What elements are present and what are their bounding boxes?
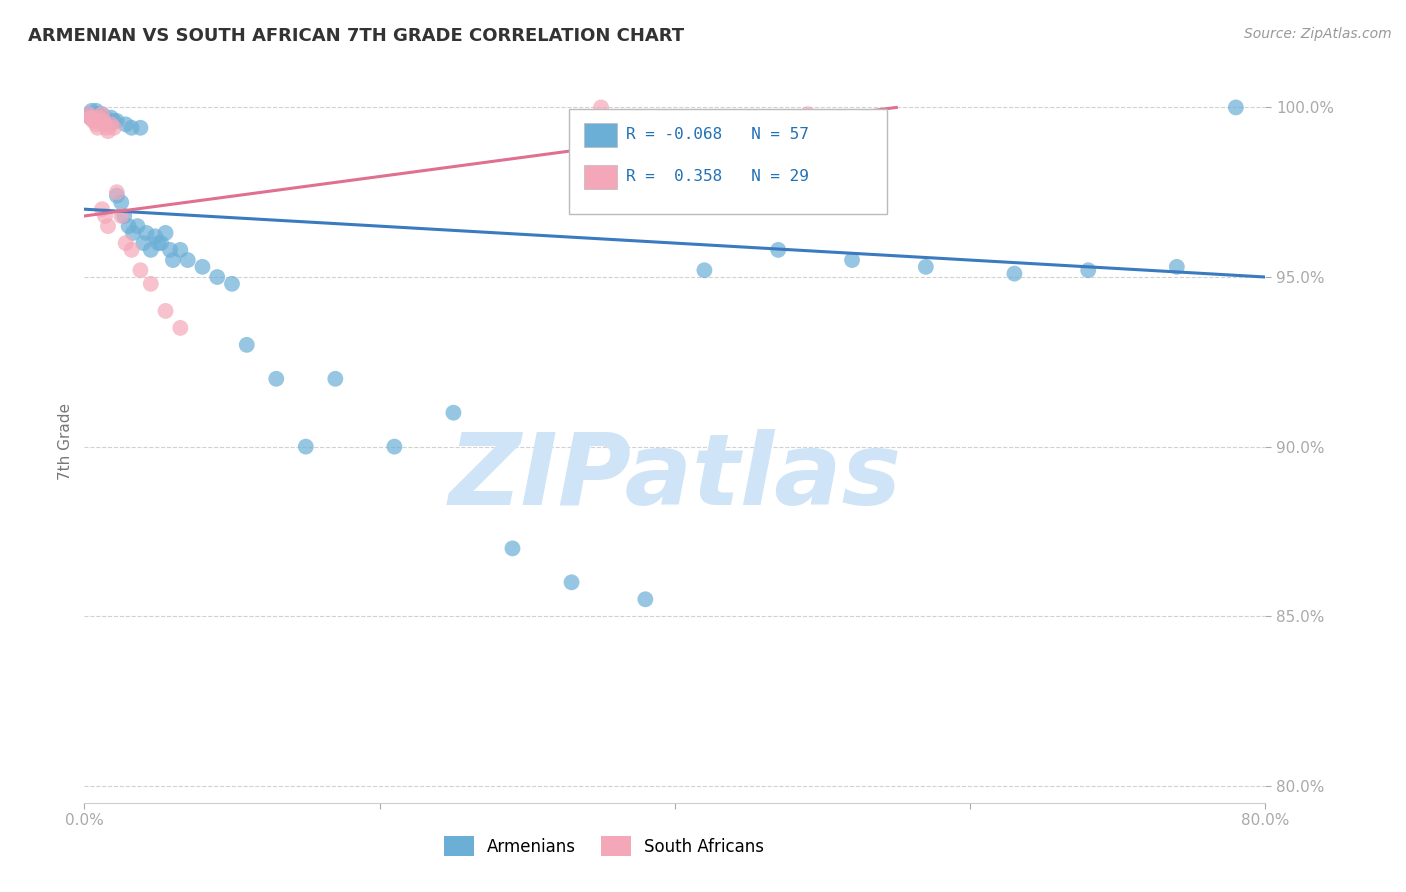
Point <box>841 253 863 268</box>
Point <box>90 114 112 128</box>
Point <box>207 270 229 285</box>
Point <box>148 236 170 251</box>
Point <box>768 243 790 257</box>
Point <box>96 114 118 128</box>
Point <box>94 117 117 131</box>
Bar <box>583 123 617 147</box>
Text: R = -0.068   N = 57: R = -0.068 N = 57 <box>627 127 810 142</box>
Point <box>155 304 177 318</box>
Point <box>114 117 136 131</box>
Text: Source: ZipAtlas.com: Source: ZipAtlas.com <box>1244 27 1392 41</box>
Point <box>100 111 122 125</box>
Point <box>1004 267 1026 281</box>
Point <box>1225 100 1247 114</box>
Point <box>80 103 103 118</box>
Point <box>591 100 613 114</box>
Point <box>191 260 214 274</box>
Point <box>83 111 105 125</box>
Point <box>86 107 108 121</box>
Point <box>162 253 184 268</box>
Legend: Armenians, South Africans: Armenians, South Africans <box>437 830 770 863</box>
Y-axis label: 7th Grade: 7th Grade <box>58 403 73 480</box>
Point <box>797 107 820 121</box>
Point <box>84 103 107 118</box>
Point <box>82 107 104 121</box>
Point <box>129 120 152 135</box>
Point <box>93 114 115 128</box>
Point <box>96 120 118 135</box>
Point <box>169 243 191 257</box>
Point <box>103 120 125 135</box>
Point <box>155 226 177 240</box>
Point <box>159 243 181 257</box>
Point <box>110 209 132 223</box>
Bar <box>583 165 617 189</box>
Text: ZIPatlas: ZIPatlas <box>449 429 901 526</box>
Point <box>221 277 243 291</box>
Point <box>266 372 288 386</box>
Point <box>100 117 122 131</box>
Point <box>121 120 143 135</box>
Text: R =  0.358   N = 29: R = 0.358 N = 29 <box>627 169 810 184</box>
Point <box>105 188 128 202</box>
Point <box>83 114 105 128</box>
Point <box>143 229 166 244</box>
Point <box>77 107 100 121</box>
Point <box>382 440 406 454</box>
Point <box>94 111 117 125</box>
Point <box>122 226 145 240</box>
Point <box>82 114 104 128</box>
Point <box>77 107 100 121</box>
Point <box>91 107 114 121</box>
Point <box>118 219 141 234</box>
Point <box>110 195 132 210</box>
Point <box>80 111 103 125</box>
Point <box>79 111 101 125</box>
Point <box>93 114 115 128</box>
Point <box>295 440 318 454</box>
Point <box>79 111 101 125</box>
Point <box>915 260 938 274</box>
Point <box>127 219 149 234</box>
FancyBboxPatch shape <box>568 109 887 214</box>
Point <box>693 263 716 277</box>
Point <box>94 209 117 223</box>
Point <box>169 321 191 335</box>
Point <box>86 120 108 135</box>
Point <box>501 541 523 556</box>
Point <box>132 236 155 251</box>
Point <box>177 253 200 268</box>
Point <box>84 117 107 131</box>
Point <box>135 226 157 240</box>
Point <box>112 209 135 223</box>
Point <box>1077 263 1099 277</box>
Point <box>121 243 143 257</box>
Point <box>129 263 152 277</box>
Point <box>97 124 120 138</box>
Point <box>87 111 111 125</box>
Point <box>325 372 347 386</box>
Point <box>103 114 125 128</box>
Point <box>1166 260 1188 274</box>
Point <box>236 338 259 352</box>
Point <box>114 236 136 251</box>
Point <box>150 236 173 251</box>
Point <box>634 592 657 607</box>
Point <box>561 575 583 590</box>
Point <box>105 114 128 128</box>
Point <box>97 117 120 131</box>
Point <box>443 406 465 420</box>
Point <box>105 185 128 199</box>
Point <box>87 111 111 125</box>
Point <box>139 277 162 291</box>
Point <box>97 219 120 234</box>
Point <box>91 202 114 217</box>
Text: ARMENIAN VS SOUTH AFRICAN 7TH GRADE CORRELATION CHART: ARMENIAN VS SOUTH AFRICAN 7TH GRADE CORR… <box>28 27 685 45</box>
Point <box>91 107 114 121</box>
Point <box>139 243 162 257</box>
Point <box>90 114 112 128</box>
